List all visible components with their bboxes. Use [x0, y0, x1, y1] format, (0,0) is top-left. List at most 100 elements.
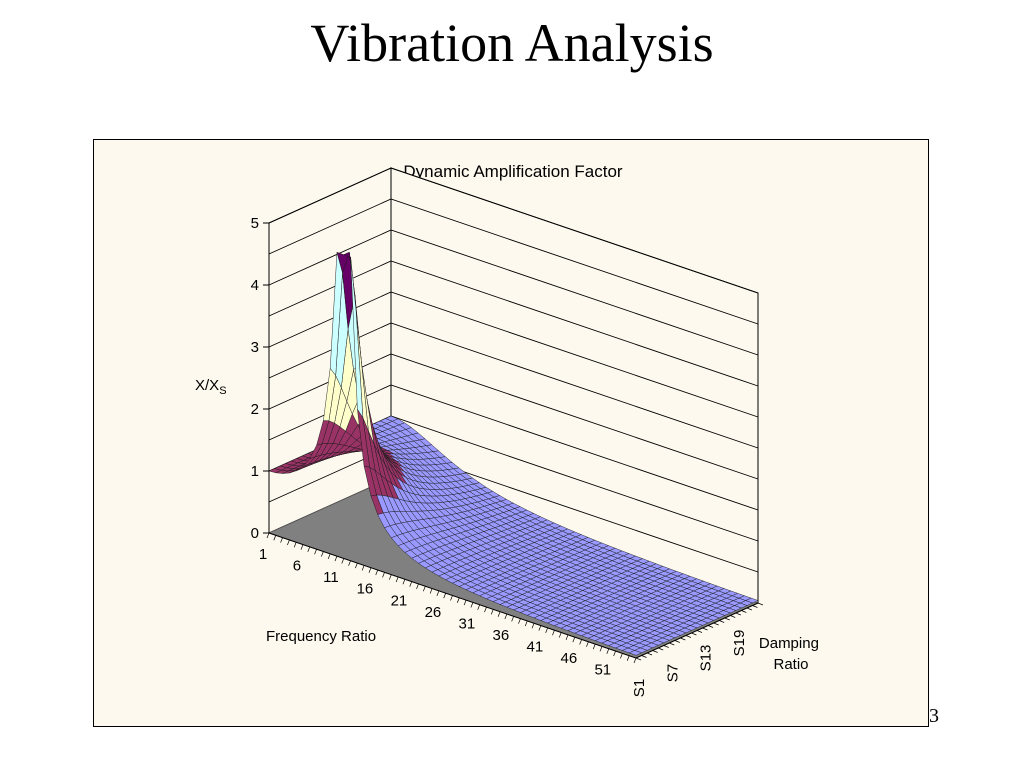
depth-minor-tick	[646, 652, 653, 656]
x-minor-tick	[538, 625, 542, 631]
x-minor-tick	[558, 632, 562, 638]
x-minor-tick	[497, 611, 501, 617]
depth-tick-label: S19	[731, 630, 748, 657]
x-minor-tick	[470, 602, 474, 608]
x-minor-tick	[307, 546, 311, 553]
x-minor-tick	[287, 539, 290, 546]
x-axis-title: Frequency Ratio	[266, 628, 376, 645]
z-tick-label: 3	[251, 339, 259, 356]
x-minor-tick	[572, 637, 576, 643]
z-axis-title-main: X/X	[195, 377, 219, 394]
x-minor-tick	[389, 574, 392, 580]
x-minor-tick	[395, 576, 399, 583]
x-minor-tick	[443, 593, 447, 599]
z-tick-label: 2	[251, 401, 259, 418]
z-tick-label: 1	[251, 463, 259, 480]
depth-minor-tick	[674, 640, 680, 643]
x-minor-tick	[334, 556, 338, 562]
depth-axis-title: Damping Ratio	[759, 635, 823, 673]
x-tick-label: 1	[259, 546, 267, 563]
x-tick-label: 21	[391, 592, 408, 609]
x-minor-tick	[368, 567, 372, 573]
x-minor-tick	[484, 606, 487, 613]
x-tick-label: 41	[527, 639, 544, 656]
x-minor-tick	[531, 623, 535, 629]
gridline	[268, 198, 759, 325]
depth-minor-tick	[730, 615, 736, 618]
depth-minor-tick	[685, 635, 692, 638]
x-minor-tick	[293, 542, 297, 548]
x-tick-label: 51	[594, 662, 611, 679]
x-minor-tick	[341, 558, 345, 564]
x-minor-tick	[280, 537, 283, 543]
depth-minor-tick	[680, 637, 686, 641]
x-minor-tick	[375, 569, 379, 576]
x-minor-tick	[321, 551, 324, 557]
x-minor-tick	[456, 597, 460, 603]
depth-tick-label: S1	[631, 679, 648, 697]
x-minor-tick	[409, 581, 413, 587]
x-tick-label: 31	[459, 615, 476, 632]
x-minor-tick	[422, 586, 426, 592]
x-minor-tick	[586, 641, 589, 647]
gridline	[268, 384, 759, 511]
x-minor-tick	[300, 544, 304, 550]
gridlines	[268, 167, 759, 573]
depth-minor-tick	[746, 607, 753, 611]
gridline	[268, 167, 759, 294]
x-minor-tick	[416, 583, 419, 590]
depth-minor-tick	[735, 612, 741, 616]
chart-area: Dynamic Amplification Factor 0 1 2 3 4 5 1 6 11 1…	[93, 139, 929, 727]
x-tick-label: 6	[293, 558, 301, 575]
x-minor-tick	[606, 648, 610, 654]
gridline	[268, 353, 759, 480]
slide-title: Vibration Analysis	[310, 13, 714, 73]
x-minor-tick	[355, 562, 358, 569]
depth-tick-label: S13	[698, 645, 715, 672]
x-minor-tick	[436, 590, 440, 597]
x-tick-label: 46	[560, 650, 577, 667]
depth-minor-tick	[652, 650, 658, 653]
depth-minor-tick	[741, 610, 747, 613]
gridline	[268, 291, 759, 418]
x-minor-tick	[524, 620, 528, 627]
x-minor-tick	[477, 604, 481, 610]
x-minor-tick	[518, 618, 521, 624]
x-minor-tick	[450, 595, 453, 601]
x-minor-tick	[463, 599, 467, 606]
z-axis-title: X/XS	[195, 377, 227, 397]
surface-chart: Dynamic Amplification Factor 01234516111…	[195, 162, 823, 697]
slide-number: 3	[929, 705, 939, 727]
depth-minor-tick	[752, 605, 758, 608]
depth-minor-tick	[724, 617, 730, 621]
depth-minor-tick	[696, 630, 703, 633]
depth-minor-tick	[702, 627, 708, 631]
x-minor-tick	[266, 532, 270, 539]
x-tick-label: 36	[493, 627, 510, 644]
depth-axis-title-line-2: Ratio	[773, 656, 808, 673]
z-tick-label: 0	[251, 525, 259, 542]
x-minor-tick	[327, 553, 331, 559]
z-axis-title-subscript: S	[219, 385, 226, 397]
depth-axis-title-line-1: Damping	[759, 635, 819, 652]
gridline	[268, 322, 759, 449]
depth-minor-tick	[641, 655, 647, 658]
depth-minor-tick	[635, 657, 642, 661]
x-minor-tick	[545, 627, 548, 634]
x-minor-tick	[633, 657, 637, 664]
x-minor-tick	[511, 616, 514, 622]
x-minor-tick	[490, 609, 494, 615]
gridline	[268, 260, 759, 387]
gridline	[268, 229, 759, 356]
z-tick-label: 4	[251, 277, 259, 294]
x-minor-tick	[565, 634, 569, 640]
depth-minor-tick	[663, 645, 669, 648]
x-minor-tick	[382, 572, 385, 578]
x-minor-tick	[626, 655, 630, 661]
x-minor-tick	[361, 565, 365, 571]
chart-title: Dynamic Amplification Factor	[403, 162, 623, 181]
x-minor-tick	[402, 579, 406, 585]
depth-tick-label: S7	[664, 664, 681, 682]
x-minor-tick	[348, 560, 351, 566]
depth-minor-tick	[719, 620, 725, 623]
